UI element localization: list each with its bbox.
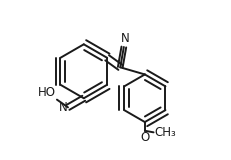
Text: N: N <box>58 101 67 114</box>
Text: O: O <box>140 131 149 144</box>
Text: N: N <box>121 32 130 45</box>
Text: HO: HO <box>38 86 56 99</box>
Text: CH₃: CH₃ <box>154 126 176 139</box>
